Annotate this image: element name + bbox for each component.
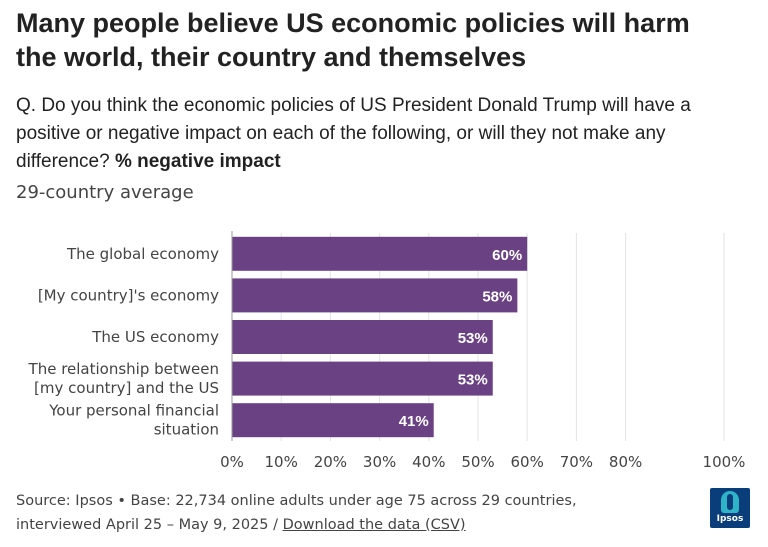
category-label: [my country] and the US bbox=[34, 379, 219, 397]
x-tick-label: 30% bbox=[363, 453, 396, 471]
x-tick-label: 0% bbox=[220, 453, 244, 471]
bar bbox=[232, 236, 528, 271]
question-emphasis: % negative impact bbox=[114, 151, 281, 172]
logo-text: Ipsos bbox=[716, 514, 744, 524]
category-label: The global economy bbox=[66, 245, 219, 263]
question-text: difference? bbox=[16, 151, 115, 172]
category-label: Your personal financial bbox=[48, 402, 219, 420]
chart-subtitle: 29-country average bbox=[16, 182, 194, 203]
question-line: difference? % negative impact bbox=[16, 148, 756, 176]
logo-mark-inner bbox=[727, 494, 733, 510]
category-label: [My country]'s economy bbox=[38, 286, 219, 304]
interview-dates: interviewed April 25 – May 9, 2025 / bbox=[16, 517, 283, 533]
x-tick-label: 50% bbox=[461, 453, 494, 471]
question-line: positive or negative impact on each of t… bbox=[16, 123, 666, 144]
bar bbox=[232, 278, 518, 313]
bar-value-label: 53% bbox=[458, 372, 488, 389]
x-tick-label: 60% bbox=[511, 453, 544, 471]
survey-question: Q. Do you think the economic policies of… bbox=[16, 92, 756, 176]
x-tick-label: 80% bbox=[609, 453, 642, 471]
download-data-link[interactable]: Download the data (CSV) bbox=[282, 517, 466, 533]
bar-value-label: 58% bbox=[482, 288, 512, 305]
chart-title: Many people believe US economic policies… bbox=[16, 6, 756, 74]
x-tick-label: 40% bbox=[412, 453, 445, 471]
bar bbox=[232, 403, 434, 438]
x-tick-label: 70% bbox=[560, 453, 593, 471]
bar-value-label: 41% bbox=[399, 413, 429, 430]
category-label: The US economy bbox=[91, 328, 219, 346]
date-line: interviewed April 25 – May 9, 2025 / Dow… bbox=[16, 513, 696, 537]
source-footer: Source: Ipsos • Base: 22,734 online adul… bbox=[16, 489, 696, 537]
bar bbox=[232, 320, 493, 354]
x-tick-label: 20% bbox=[314, 453, 347, 471]
bar bbox=[232, 361, 493, 396]
title-line: the world, their country and themselves bbox=[16, 42, 527, 72]
ipsos-logo: Ipsos bbox=[710, 488, 750, 528]
question-line: Q. Do you think the economic policies of… bbox=[16, 95, 691, 116]
bar-value-label: 53% bbox=[458, 330, 488, 347]
x-tick-label: 100% bbox=[703, 453, 746, 471]
bar-value-label: 60% bbox=[492, 247, 522, 264]
category-label: The relationship between bbox=[28, 360, 219, 378]
title-line: Many people believe US economic policies… bbox=[16, 8, 690, 38]
category-label: situation bbox=[154, 421, 219, 439]
source-text: Source: Ipsos • Base: 22,734 online adul… bbox=[16, 493, 577, 509]
x-tick-label: 10% bbox=[265, 453, 298, 471]
